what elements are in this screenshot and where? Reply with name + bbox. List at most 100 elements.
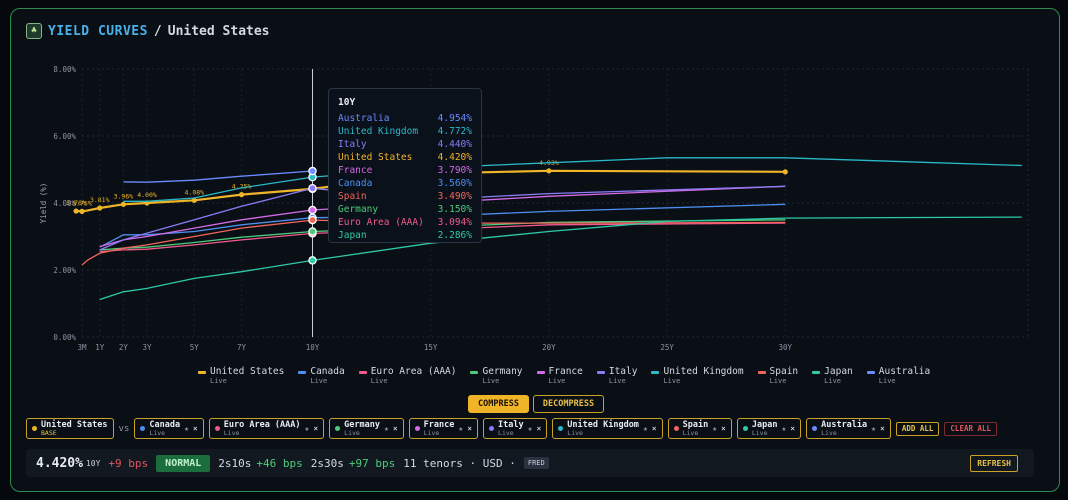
close-icon[interactable]: × xyxy=(721,424,726,433)
x-tick-label: 5Y xyxy=(190,343,200,352)
country-chip[interactable]: Spain Live ★ × xyxy=(667,418,732,439)
legend-item[interactable]: United Kingdom Live xyxy=(651,366,744,385)
status-bar: 4.420% 10Y +9 bps NORMAL 2s10s +46 bps 2… xyxy=(26,449,1034,477)
tooltip-row: Italy 4.440% xyxy=(338,138,472,151)
data-label: 3.96% xyxy=(114,192,134,200)
tooltip-series-value: 3.790% xyxy=(437,165,472,176)
chip-color-dot xyxy=(558,426,564,431)
star-icon[interactable]: ★ xyxy=(384,424,389,433)
legend-item[interactable]: Germany Live xyxy=(470,366,523,385)
close-icon[interactable]: × xyxy=(467,424,473,433)
country-chip[interactable]: Germany Live ★ × xyxy=(329,418,404,439)
legend-swatch xyxy=(536,371,545,374)
tooltip-series-name: Canada xyxy=(338,178,373,189)
legend-label: France xyxy=(548,366,583,377)
legend-sublabel: Live xyxy=(824,377,842,385)
legend-swatch xyxy=(596,371,605,374)
chip-name: United Kingdom xyxy=(567,419,639,430)
close-icon[interactable]: × xyxy=(392,424,398,433)
x-tick-label: 2Y xyxy=(119,343,129,352)
legend-label: Japan xyxy=(824,366,853,377)
base-chip-sub: BASE xyxy=(41,428,57,437)
chip-sub: Live xyxy=(682,428,699,437)
x-tick-label: 30Y xyxy=(779,343,793,352)
refresh-button[interactable]: REFRESH xyxy=(970,454,1018,472)
country-chip[interactable]: United Kingdom Live ★ × xyxy=(552,418,663,439)
compress-button[interactable]: COMPRESS xyxy=(468,395,529,413)
chip-sub: Live xyxy=(149,428,166,437)
x-tick-label: 15Y xyxy=(424,343,438,352)
close-icon[interactable]: × xyxy=(313,424,319,433)
series-line-australia xyxy=(123,170,313,183)
country-chip[interactable]: Canada Live ★ × xyxy=(134,418,204,439)
data-label: 4.00% xyxy=(137,191,157,199)
star-icon[interactable]: ★ xyxy=(184,424,189,433)
add-all-button[interactable]: ADD ALL xyxy=(895,421,940,436)
decompress-button[interactable]: DECOMPRESS xyxy=(533,395,604,413)
base-chip[interactable]: United States BASE xyxy=(26,418,114,439)
star-icon[interactable]: ★ xyxy=(871,424,876,433)
chip-sub: Live xyxy=(567,428,583,437)
star-icon[interactable]: ★ xyxy=(458,424,464,433)
tenor-meta: 11 tenors · USD · xyxy=(403,456,516,470)
country-chip[interactable]: Euro Area (AAA) Live ★ × xyxy=(208,418,325,439)
country-chip[interactable]: Italy Live ★ × xyxy=(483,418,548,439)
close-icon[interactable]: × xyxy=(651,424,657,433)
legend-item[interactable]: Japan Live xyxy=(812,366,853,385)
country-chip[interactable]: France Live ★ × xyxy=(408,418,479,439)
close-icon[interactable]: × xyxy=(790,424,796,433)
country-chip[interactable]: Japan Live ★ × xyxy=(736,418,802,439)
y-tick-label: 8.00% xyxy=(53,65,76,74)
legend-label: Euro Area (AAA) xyxy=(370,366,457,377)
x-tick-label: 10Y xyxy=(306,343,320,352)
legend-swatch xyxy=(757,371,766,374)
brand-label: YIELD CURVES xyxy=(48,23,148,39)
star-icon[interactable]: ★ xyxy=(642,424,648,433)
legend-item[interactable]: Euro Area (AAA) Live xyxy=(358,366,457,385)
legend-swatch xyxy=(358,371,367,374)
close-icon[interactable]: × xyxy=(192,424,198,433)
data-point xyxy=(238,192,245,198)
chip-name: Euro Area (AAA) xyxy=(223,419,301,430)
star-icon[interactable]: ★ xyxy=(781,424,787,433)
legend-item[interactable]: United States Live xyxy=(198,366,284,385)
legend-item[interactable]: Australia Live xyxy=(866,366,930,385)
tooltip-series-name: Japan xyxy=(338,230,367,241)
chip-sub: Live xyxy=(498,428,514,437)
star-icon[interactable]: ★ xyxy=(304,424,310,433)
series-line-canada xyxy=(99,203,786,248)
legend-item[interactable]: Italy Live xyxy=(596,366,637,385)
vs-label: vs xyxy=(118,423,130,434)
spread-2s10s-label: 2s10s xyxy=(218,456,252,470)
data-label: 4.25% xyxy=(232,183,252,191)
tooltip-row: Japan 2.286% xyxy=(338,229,472,242)
legend-item[interactable]: Canada Live xyxy=(298,366,345,385)
tooltip-row: Spain 3.490% xyxy=(338,190,472,203)
legend-sublabel: Live xyxy=(608,377,626,385)
legend-sublabel: Live xyxy=(370,377,388,385)
tooltip-row: Canada 3.560% xyxy=(338,177,472,190)
legend-label: Germany xyxy=(482,366,523,377)
tooltip-series-value: 3.094% xyxy=(437,217,472,228)
chip-name: Spain xyxy=(682,419,709,430)
chip-name: Japan xyxy=(751,419,778,430)
chip-sub: Live xyxy=(751,428,768,437)
legend-sublabel: Live xyxy=(210,377,227,385)
hover-tooltip: 10Y Australia 4.954% United Kingdom 4.772% I… xyxy=(328,88,482,243)
star-icon[interactable]: ★ xyxy=(712,424,718,433)
y-tick-label: 0.00% xyxy=(53,333,76,342)
tooltip-series-name: Australia xyxy=(338,113,390,124)
close-icon[interactable]: × xyxy=(879,424,885,433)
country-chip[interactable]: Australia Live ★ × xyxy=(806,418,891,439)
x-tick-label: 25Y xyxy=(660,343,674,352)
star-icon[interactable]: ★ xyxy=(527,424,533,433)
legend-item[interactable]: France Live xyxy=(536,366,583,385)
close-icon[interactable]: × xyxy=(536,424,542,433)
current-yield: 4.420% xyxy=(36,455,83,471)
clear-all-button[interactable]: CLEAR ALL xyxy=(944,421,998,436)
tooltip-series-name: Italy xyxy=(338,139,367,150)
x-tick-label: 7Y xyxy=(237,343,247,352)
yield-curve-chart[interactable]: 8.00% 6.00% 4.00% 2.00% 0.00%3M 1Y 2Y 3Y 5Y 7Y 10Y… xyxy=(0,0,1068,360)
series-line-italy xyxy=(99,185,786,251)
legend-item[interactable]: Spain Live xyxy=(757,366,798,385)
